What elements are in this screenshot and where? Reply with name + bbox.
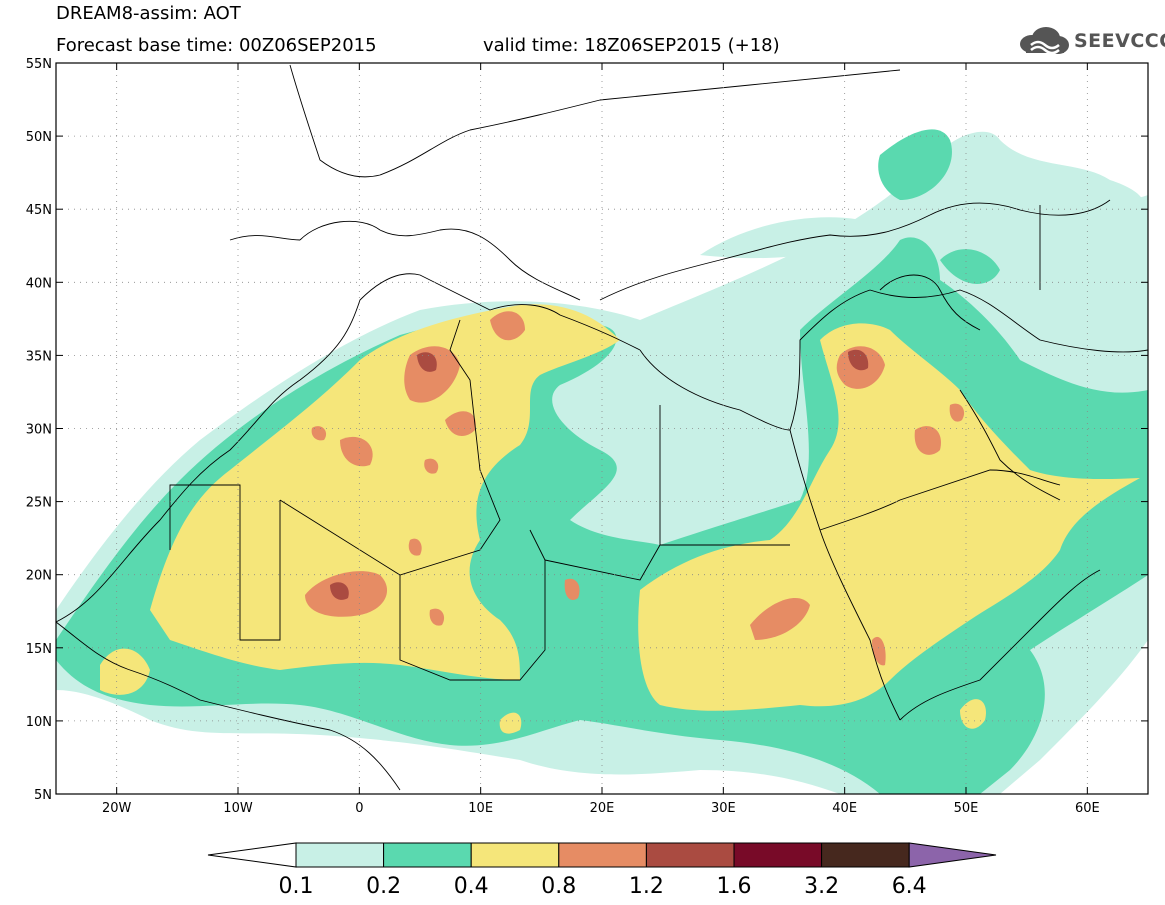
colorbar-label: 3.2 [804, 874, 839, 899]
colorbar: 0.1 0.2 0.4 0.8 1.2 1.6 3.2 6.4 [207, 842, 997, 899]
lon-tick-label: 40E [832, 801, 857, 816]
colorbar-label: 1.2 [629, 874, 664, 899]
forecast-base-time: Forecast base time: 00Z06SEP2015 [56, 35, 377, 56]
logo-label: SEEVCCC [1074, 30, 1165, 52]
valid-time: valid time: 18Z06SEP2015 (+18) [483, 35, 780, 56]
colorbar-label: 1.6 [717, 874, 752, 899]
lat-tick-label: 40N [26, 276, 52, 291]
lon-tick-label: 10E [468, 801, 493, 816]
colorbar-swatch [645, 842, 735, 868]
colorbar-label: 0.1 [279, 874, 314, 899]
lat-tick-label: 50N [26, 130, 52, 145]
colorbar-label: 6.4 [892, 874, 927, 899]
colorbar-swatch [821, 842, 910, 868]
colorbar-swatch [295, 842, 385, 868]
map-axes: 20W 10W 0 10E 20E 30E 40E 50E 60E 55N 50N 45N 40N 35N… [26, 57, 1148, 816]
seevccc-logo: SEEVCCC [1018, 26, 1165, 56]
map-title: DREAM8-assim: AOT [56, 3, 241, 24]
cloud-icon [1020, 27, 1069, 55]
lon-tick-label: 30E [711, 801, 736, 816]
lon-tick-label: 50E [954, 801, 979, 816]
lon-tick-label: 0 [355, 801, 363, 816]
colorbar-high-arrow [908, 842, 997, 868]
coastlines-borders [56, 64, 1148, 791]
lon-tick-label: 20E [590, 801, 615, 816]
lat-tick-label: 15N [26, 642, 52, 657]
colorbar-swatch [558, 842, 647, 868]
lat-tick-label: 20N [26, 569, 52, 584]
colorbar-label: 0.2 [366, 874, 401, 899]
lat-tick-label: 45N [26, 203, 52, 218]
gridlines [56, 63, 1148, 794]
lat-tick-label: 25N [26, 496, 52, 511]
lat-tick-label: 35N [26, 349, 52, 364]
lon-tick-label: 20W [102, 801, 132, 816]
lon-tick-label: 60E [1075, 801, 1100, 816]
lat-tick-label: 30N [26, 423, 52, 438]
lat-tick-label: 5N [34, 788, 52, 803]
colorbar-swatch [733, 842, 823, 868]
colorbar-low-arrow [207, 842, 297, 868]
lat-tick-label: 55N [26, 57, 52, 72]
aot-level-1-2 [330, 349, 869, 600]
colorbar-label: 0.8 [541, 874, 576, 899]
lon-tick-label: 10W [223, 801, 253, 816]
aot-field [56, 129, 1148, 794]
lat-tick-label: 10N [26, 715, 52, 730]
colorbar-label: 0.4 [454, 874, 489, 899]
colorbar-swatch [470, 842, 560, 868]
colorbar-swatch [383, 842, 472, 868]
